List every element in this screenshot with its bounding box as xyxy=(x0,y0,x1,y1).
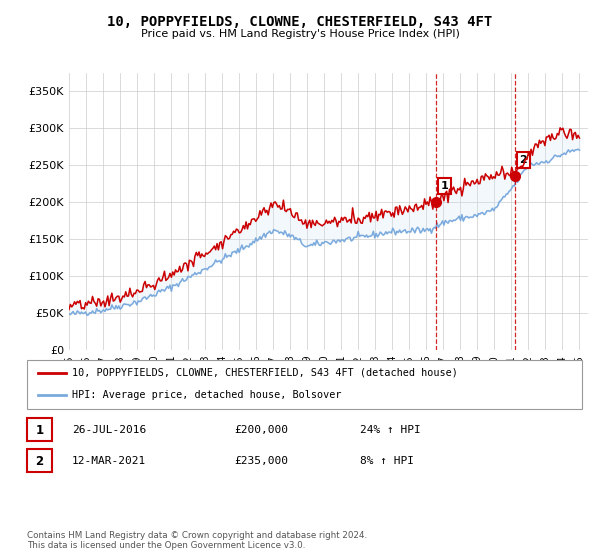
Text: 12-MAR-2021: 12-MAR-2021 xyxy=(72,456,146,466)
Text: 2: 2 xyxy=(519,155,527,165)
Text: £200,000: £200,000 xyxy=(234,425,288,435)
Text: 26-JUL-2016: 26-JUL-2016 xyxy=(72,425,146,435)
Text: 10, POPPYFIELDS, CLOWNE, CHESTERFIELD, S43 4FT: 10, POPPYFIELDS, CLOWNE, CHESTERFIELD, S… xyxy=(107,15,493,29)
Text: 24% ↑ HPI: 24% ↑ HPI xyxy=(360,425,421,435)
Text: Contains HM Land Registry data © Crown copyright and database right 2024.
This d: Contains HM Land Registry data © Crown c… xyxy=(27,530,367,550)
Text: 8% ↑ HPI: 8% ↑ HPI xyxy=(360,456,414,466)
Text: 1: 1 xyxy=(440,181,448,191)
Text: Price paid vs. HM Land Registry's House Price Index (HPI): Price paid vs. HM Land Registry's House … xyxy=(140,29,460,39)
Text: 1: 1 xyxy=(35,424,44,437)
Text: 10, POPPYFIELDS, CLOWNE, CHESTERFIELD, S43 4FT (detached house): 10, POPPYFIELDS, CLOWNE, CHESTERFIELD, S… xyxy=(72,368,458,378)
Text: £235,000: £235,000 xyxy=(234,456,288,466)
Text: HPI: Average price, detached house, Bolsover: HPI: Average price, detached house, Bols… xyxy=(72,390,341,400)
Text: 2: 2 xyxy=(35,455,44,468)
